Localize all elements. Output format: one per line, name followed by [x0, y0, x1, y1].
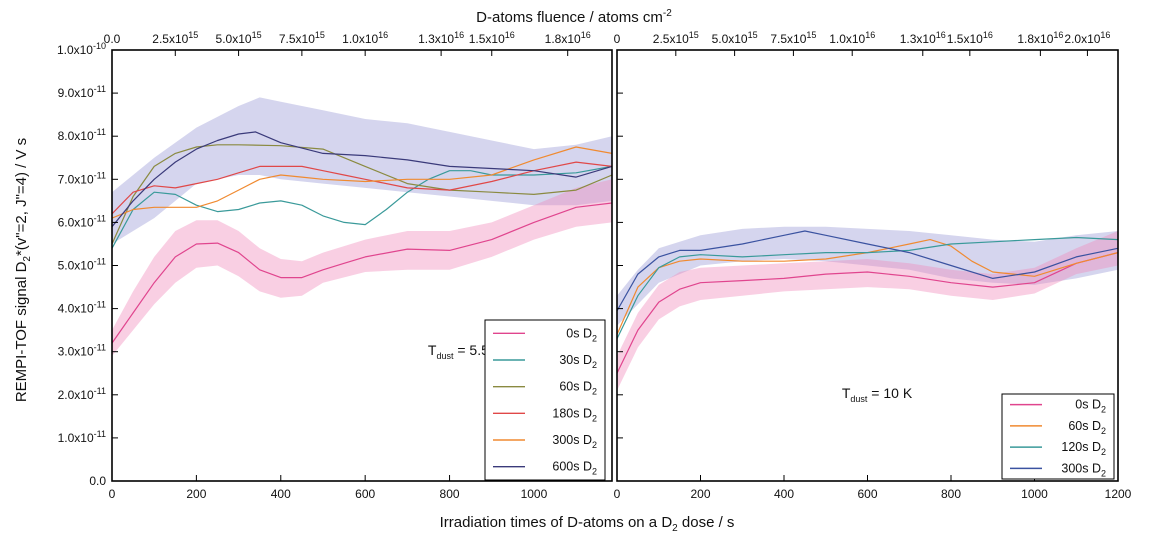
top-tick-label: 1.8x1016 — [545, 30, 591, 46]
top-tick-label: 5.0x1015 — [216, 30, 262, 46]
legend-label: 180s D2 — [552, 406, 597, 423]
legend-box — [484, 319, 606, 481]
legend: 0s D2 60s D2 120s D2 300s D2 — [1001, 393, 1115, 480]
series-line-120s — [617, 236, 1118, 340]
x-tick-label: 600 — [857, 487, 877, 501]
x-tick-label: 800 — [440, 487, 460, 501]
legend-label: 60s D2 — [1068, 419, 1106, 436]
legend-label: 60s D2 — [559, 380, 597, 397]
legend-box — [1001, 393, 1115, 480]
top-tick-label: 1.0x1016 — [829, 30, 875, 46]
legend-label: 300s D2 — [1061, 461, 1106, 478]
left-panel: 0 200 400 600 800 1000 0.0 2.5x1015 5.0x1015 7.5x… — [104, 30, 613, 501]
x-tick-label: 0 — [109, 487, 116, 501]
top-tick-label: 5.0x1015 — [712, 30, 758, 46]
legend-label: 0s D2 — [566, 326, 597, 343]
x-tick-label: 400 — [774, 487, 794, 501]
y-tick-label: 4.0x10-11 — [58, 300, 106, 316]
series-line-180s — [112, 161, 612, 215]
series-line-60s — [112, 144, 612, 245]
series-line-300s — [112, 146, 612, 219]
x-tick-label: 1000 — [1021, 487, 1048, 501]
series-line-0s — [112, 202, 612, 344]
top-tick-label: 2.5x1015 — [152, 30, 198, 46]
legend-label: 0s D2 — [1075, 398, 1106, 415]
legend-label: 30s D2 — [559, 353, 597, 370]
y-tick-label: 5.0x10-11 — [58, 257, 106, 273]
x-tick-label: 400 — [271, 487, 291, 501]
series-line-600s — [112, 131, 612, 228]
error-band — [617, 226, 1118, 326]
series-line-300s — [617, 230, 1118, 312]
series-line-30s — [112, 165, 612, 249]
top-tick-label: 7.5x1015 — [279, 30, 325, 46]
top-tick-label: 1.3x1016 — [900, 30, 946, 46]
temperature-annotation: Tdust = 10 K — [842, 385, 913, 404]
x-tick-label: 200 — [186, 487, 206, 501]
top-tick-label: 1.5x1016 — [947, 30, 993, 46]
top-axis-title: D-atoms fluence / atoms cm-2 — [476, 8, 672, 26]
error-band — [617, 231, 1118, 391]
legend: 0s D2 30s D2 60s D2 180s D2 300s D2 600s D2 — [484, 319, 606, 481]
series-line-0s — [617, 252, 1118, 374]
top-tick-label: 7.5x1015 — [770, 30, 816, 46]
x-tick-label: 1200 — [1105, 487, 1132, 501]
legend-label: 120s D2 — [1061, 440, 1106, 457]
y-tick-label: 7.0x10-11 — [58, 170, 106, 186]
x-tick-label: 1000 — [521, 487, 548, 501]
y-axis-ticks: 0.0 1.0x10-11 2.0x10-11 3.0x10-11 4.0x10-11 5… — [57, 41, 106, 488]
y-tick-label: 1.0x10-10 — [57, 41, 106, 57]
y-tick-label: 6.0x10-11 — [58, 213, 106, 229]
y-tick-label: 9.0x10-11 — [58, 84, 106, 100]
top-tick-label: 0 — [614, 32, 621, 46]
top-tick-label: 1.5x1016 — [469, 30, 515, 46]
plot-area — [617, 226, 1118, 391]
top-tick-label: 1.0x1016 — [342, 30, 388, 46]
y-tick-label: 2.0x10-11 — [58, 386, 106, 402]
y-tick-label: 8.0x10-11 — [58, 127, 106, 143]
top-tick-label: 2.5x1015 — [653, 30, 699, 46]
top-tick-label: 2.0x1016 — [1064, 30, 1110, 46]
x-tick-label: 600 — [355, 487, 375, 501]
error-band — [112, 179, 612, 356]
x-tick-label: 0 — [614, 487, 621, 501]
y-tick-label: 0.0 — [89, 474, 106, 488]
legend-label: 300s D2 — [552, 433, 597, 450]
legend-label: 600s D2 — [552, 460, 597, 477]
y-tick-label: 1.0x10-11 — [58, 429, 106, 445]
x-tick-label: 800 — [941, 487, 961, 501]
right-panel: 0 200 400 600 800 1000 1200 0 2.5x1015 5.0x1015 7.… — [614, 30, 1132, 501]
y-tick-label: 3.0x10-11 — [58, 343, 106, 359]
x-tick-label: 200 — [690, 487, 710, 501]
plot-area — [112, 97, 612, 356]
top-tick-label: 1.8x1016 — [1017, 30, 1063, 46]
top-tick-label: 0.0 — [104, 32, 121, 46]
x-axis-title: Irradiation times of D-atoms on a D2 dos… — [440, 514, 735, 534]
top-tick-label: 1.3x1016 — [418, 30, 464, 46]
y-axis-title: REMPI-TOF signal D2*(v"=2, J"=4) / V s — [13, 138, 33, 402]
